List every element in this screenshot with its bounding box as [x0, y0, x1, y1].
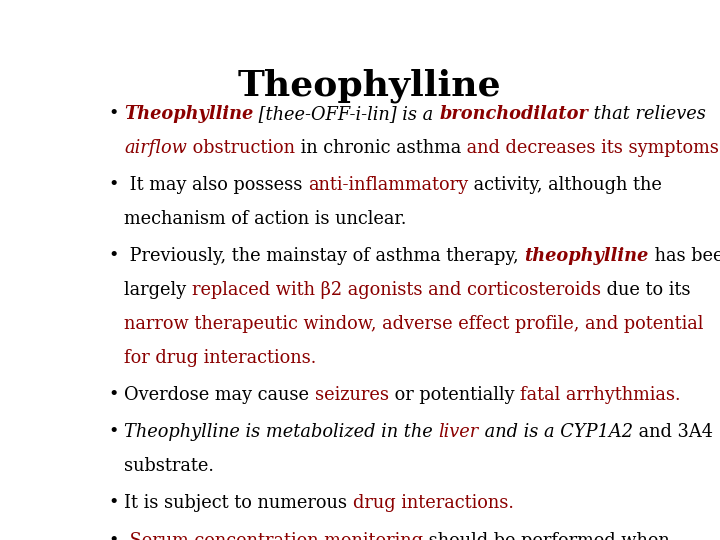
Text: mechanism of action is unclear.: mechanism of action is unclear. [124, 210, 407, 228]
Text: It may also possess: It may also possess [124, 176, 308, 194]
Text: anti-inflammatory: anti-inflammatory [308, 176, 468, 194]
Text: bronchodilator: bronchodilator [439, 105, 588, 123]
Text: Theophylline: Theophylline [237, 69, 501, 103]
Text: •: • [109, 532, 119, 540]
Text: •: • [109, 247, 119, 265]
Text: or potentially: or potentially [389, 386, 520, 404]
Text: seizures: seizures [315, 386, 389, 404]
Text: •: • [109, 386, 119, 404]
Text: has been: has been [649, 247, 720, 265]
Text: It is subject to numerous: It is subject to numerous [124, 495, 353, 512]
Text: •: • [109, 176, 119, 194]
Text: for drug interactions.: for drug interactions. [124, 349, 316, 367]
Text: •: • [109, 105, 119, 123]
Text: Theophylline is metabolized in the: Theophylline is metabolized in the [124, 423, 438, 441]
Text: due to its: due to its [601, 281, 690, 299]
Text: replaced with β2 agonists and corticosteroids: replaced with β2 agonists and corticoste… [192, 281, 601, 299]
Text: obstruction: obstruction [187, 139, 295, 157]
Text: activity, although the: activity, although the [468, 176, 662, 194]
Text: and is a CYP1A2: and is a CYP1A2 [479, 423, 633, 441]
Text: theophylline: theophylline [524, 247, 649, 265]
Text: •: • [109, 495, 119, 512]
Text: Overdose may cause: Overdose may cause [124, 386, 315, 404]
Text: narrow therapeutic window, adverse effect profile, and potential: narrow therapeutic window, adverse effec… [124, 315, 703, 333]
Text: largely: largely [124, 281, 192, 299]
Text: •: • [109, 423, 119, 441]
Text: airflow: airflow [124, 139, 187, 157]
Text: [thee-OFF-i-lin] is a: [thee-OFF-i-lin] is a [253, 105, 439, 123]
Text: that relieves: that relieves [588, 105, 706, 123]
Text: and 3A4: and 3A4 [633, 423, 713, 441]
Text: Serum concentration monitoring: Serum concentration monitoring [124, 532, 423, 540]
Text: should be performed when: should be performed when [423, 532, 670, 540]
Text: Previously, the mainstay of asthma therapy,: Previously, the mainstay of asthma thera… [124, 247, 524, 265]
Text: and decreases its symptoms.: and decreases its symptoms. [462, 139, 720, 157]
Text: liver: liver [438, 423, 479, 441]
Text: Theophylline: Theophylline [124, 105, 253, 123]
Text: substrate.: substrate. [124, 457, 214, 475]
Text: drug interactions.: drug interactions. [353, 495, 513, 512]
Text: fatal arrhythmias.: fatal arrhythmias. [520, 386, 680, 404]
Text: in chronic asthma: in chronic asthma [295, 139, 462, 157]
